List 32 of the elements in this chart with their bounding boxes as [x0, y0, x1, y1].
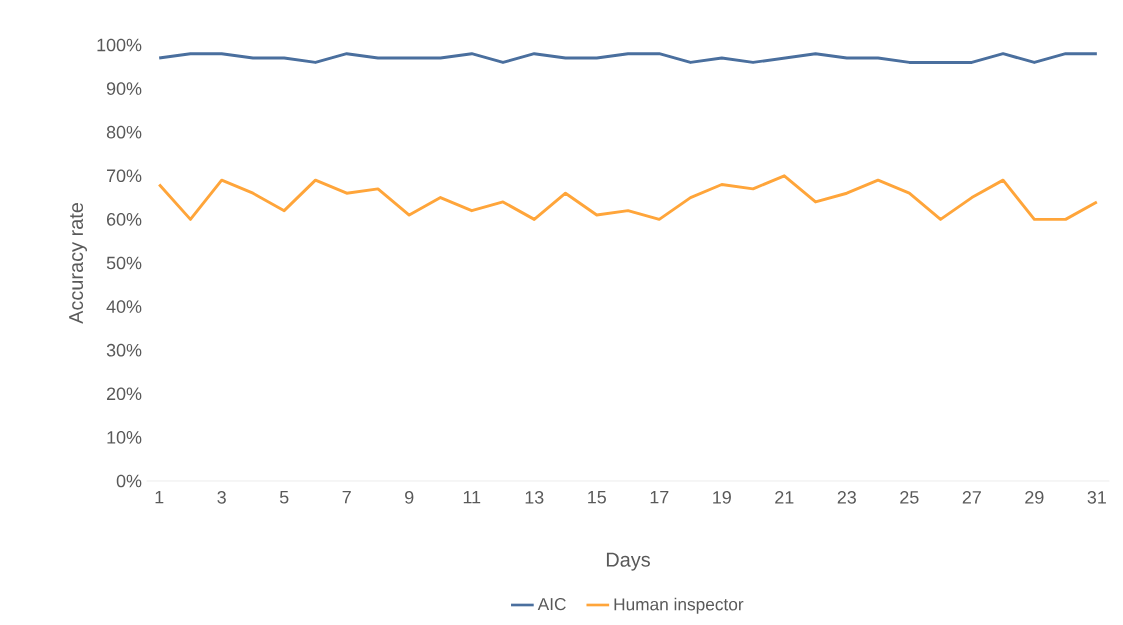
legend-label: AIC	[537, 597, 566, 611]
x-tick-label: 19	[713, 491, 731, 504]
y-tick-label: 0%	[116, 474, 142, 488]
y-tick-label: 40%	[106, 300, 142, 313]
y-tick-label: 10%	[107, 431, 142, 444]
x-tick-label: 11	[463, 491, 481, 504]
x-tick-label: 21	[775, 491, 794, 504]
x-tick-label: 1	[155, 491, 164, 504]
y-tick-label: 60%	[107, 213, 142, 226]
x-tick-label: 5	[279, 491, 289, 504]
x-tick-label: 31	[1087, 491, 1106, 504]
line-series	[157, 174, 1099, 221]
y-tick-label: 80%	[106, 125, 142, 139]
x-tick-label: 29	[1025, 491, 1044, 504]
y-tick-label: 30%	[106, 343, 142, 357]
x-tick-label: 17	[650, 491, 669, 504]
y-tick-label: 100%	[97, 38, 142, 52]
x-tick-label: 3	[217, 491, 226, 504]
y-tick-label: 90%	[106, 82, 142, 95]
y-tick-label: 50%	[106, 256, 142, 270]
x-tick-label: 13	[525, 491, 544, 504]
x-tick-label: 23	[837, 491, 856, 504]
y-tick-label: 70%	[107, 169, 142, 183]
x-axis-title: Days	[606, 552, 650, 571]
x-tick-label: 15	[588, 491, 606, 504]
x-tick-label: 25	[900, 491, 919, 504]
x-tick-label: 7	[342, 491, 351, 504]
legend-label: Human inspector	[614, 597, 744, 614]
y-axis-title: Accuracy rate	[69, 203, 87, 324]
x-tick-label: 9	[405, 491, 414, 504]
x-tick-label: 27	[962, 491, 981, 504]
y-tick-label: 20%	[106, 387, 142, 401]
